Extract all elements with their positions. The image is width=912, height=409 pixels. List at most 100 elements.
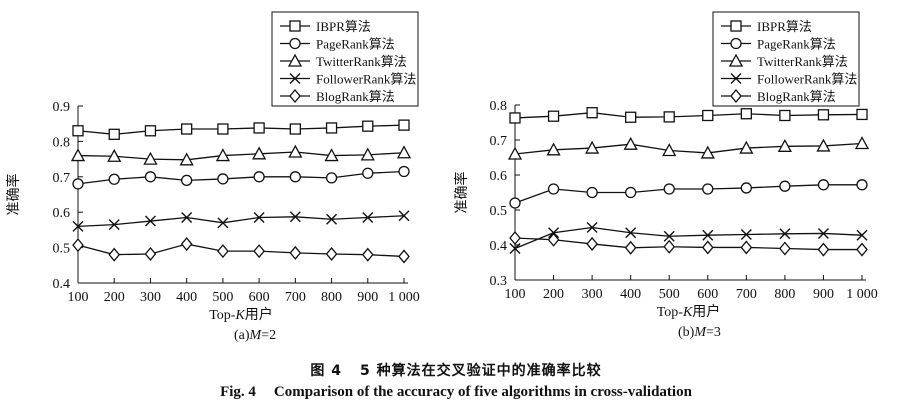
data-point-x <box>181 212 193 224</box>
data-point-triangle <box>288 144 303 158</box>
data-point-square <box>253 122 265 134</box>
data-point-circle <box>253 171 265 183</box>
data-point-square <box>362 120 374 132</box>
y-axis-label: 准确率 <box>5 174 22 216</box>
data-point-x <box>586 222 598 233</box>
x-tick-label: 800 <box>321 290 342 305</box>
data-point-square <box>856 108 868 121</box>
series-line-diamond <box>514 237 862 251</box>
chart-panel-b: 0.3 0.4 0.5 0.6 0.7 0.8 100 200 300 400 500 600 700 8… <box>453 11 878 340</box>
data-point-triangle <box>507 146 523 160</box>
caption-zh-text: 5 种算法在交叉验证中的准确率比较 <box>360 363 602 379</box>
legend-marker-x <box>730 73 742 84</box>
data-point-diamond <box>817 242 830 257</box>
data-point-circle <box>108 173 120 185</box>
legend-label: TwitterRank算法 <box>757 54 848 69</box>
data-point-circle <box>740 182 752 194</box>
data-point-diamond <box>779 241 791 256</box>
caption-chinese: 图 4 5 种算法在交叉验证中的准确率比较 <box>0 360 912 380</box>
data-point-diamond <box>72 238 84 253</box>
data-point-x <box>663 230 675 242</box>
legend: IBPR算法 PageRank算法 TwitterRank算法 FollowerRan… <box>271 11 419 107</box>
x-tick-label: 300 <box>582 287 603 302</box>
data-point-square <box>144 125 157 137</box>
x-tick-label: 600 <box>697 287 718 302</box>
legend-label: FollowerRank算法 <box>316 72 416 87</box>
data-point-square <box>509 112 521 124</box>
data-point-diamond <box>108 247 121 262</box>
x-tick-label: 200 <box>543 287 564 302</box>
data-point-diamond <box>289 245 302 260</box>
series-line-circle <box>514 184 862 204</box>
legend-marker-diamond <box>730 88 742 104</box>
chart-subtitle: (a)M=2 <box>234 328 276 343</box>
x-tick-label: 1 000 <box>388 290 420 305</box>
y-tick-label: 0.3 <box>490 274 508 289</box>
data-point-x <box>779 228 791 240</box>
x-tick-label: 400 <box>176 290 197 305</box>
x-tick-label: 800 <box>774 287 795 302</box>
legend-label: BlogRank算法 <box>316 89 395 104</box>
legend-marker-diamond <box>289 88 301 104</box>
data-point-triangle <box>623 136 638 150</box>
data-point-square <box>586 107 598 119</box>
data-point-diamond <box>253 244 265 259</box>
y-tick-label: 0.9 <box>53 100 71 115</box>
x-tick-label: 900 <box>813 287 834 302</box>
y-tick-label: 0.7 <box>490 134 508 149</box>
data-point-circle <box>509 197 521 209</box>
x-tick-label: 1 000 <box>846 287 878 302</box>
data-point-square <box>663 111 675 123</box>
data-point-diamond <box>144 246 157 261</box>
legend-marker-triangle <box>287 53 303 67</box>
data-point-circle <box>72 178 84 190</box>
data-point-diamond <box>740 240 753 255</box>
x-tick-label: 100 <box>68 290 89 305</box>
data-point-circle <box>398 165 410 178</box>
legend-label: BlogRank算法 <box>757 89 836 104</box>
data-point-x <box>326 213 338 225</box>
legend-label: IBPR算法 <box>316 19 371 34</box>
y-tick-label: 0.4 <box>490 239 508 254</box>
data-point-square <box>817 109 830 121</box>
x-tick-label: 500 <box>659 287 680 302</box>
data-point-triangle <box>585 140 600 154</box>
data-point-square <box>217 123 229 135</box>
series-line-square <box>514 112 863 119</box>
data-point-triangle <box>662 143 677 157</box>
series-line-x <box>514 226 863 250</box>
x-tick-label: 700 <box>285 290 306 305</box>
charts-canvas: 0.4 0.5 0.6 0.7 0.8 0.9 100 200 300 400 500 600 700 8… <box>5 11 878 343</box>
data-point-circle <box>181 174 193 186</box>
y-tick-label: 0.5 <box>490 204 508 219</box>
data-point-square <box>740 108 752 120</box>
series-line-circle <box>77 170 405 185</box>
x-tick-label: 200 <box>104 290 125 305</box>
data-point-circle <box>362 167 374 179</box>
data-point-diamond <box>398 249 410 264</box>
y-tick-label: 0.7 <box>53 171 71 186</box>
legend-label: IBPR算法 <box>757 19 812 34</box>
data-point-diamond <box>509 230 521 246</box>
data-point-square <box>289 123 301 135</box>
data-point-x <box>72 220 84 232</box>
data-point-circle <box>702 183 714 195</box>
y-axis-label: 准确率 <box>453 172 470 214</box>
data-point-square <box>398 119 410 131</box>
series-line-square <box>77 124 405 135</box>
y-tick-label: 0.4 <box>53 277 71 292</box>
data-point-circle <box>779 180 791 192</box>
data-point-square <box>702 109 714 122</box>
legend-label: TwitterRank算法 <box>316 54 407 69</box>
x-tick-label: 300 <box>140 290 161 305</box>
x-tick-label: 400 <box>620 287 641 302</box>
data-point-triangle <box>854 136 870 150</box>
data-point-square <box>181 123 193 135</box>
data-point-square <box>779 109 791 122</box>
x-tick-label: 700 <box>736 287 757 302</box>
data-point-x <box>253 212 265 224</box>
data-point-circle <box>217 173 229 185</box>
series-line-triangle <box>514 142 863 155</box>
data-point-square <box>547 110 560 122</box>
y-tick-label: 0.8 <box>490 99 508 114</box>
